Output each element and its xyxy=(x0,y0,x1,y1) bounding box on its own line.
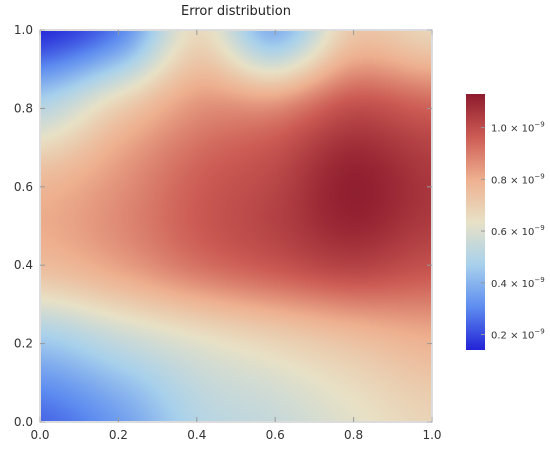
x-tick-label: 0.4 xyxy=(187,428,206,442)
heatmap-surface xyxy=(41,31,431,421)
colorbar-tick-label: 0.4 × 10−9 xyxy=(491,276,545,290)
colorbar-tick-label: 1.0 × 10−9 xyxy=(491,121,545,135)
axis-labels: 0.0 0.2 0.4 0.6 0.8 1.0 0.0 0.2 0.4 0.6 0.8 1.0 xyxy=(14,23,442,442)
colorbar-tick-label: 0.6 × 10−9 xyxy=(491,224,545,238)
plot-frame xyxy=(39,29,433,423)
x-tick-label: 0.2 xyxy=(109,428,128,442)
y-tick-label: 0.2 xyxy=(14,337,33,351)
x-tick-label: 0.6 xyxy=(266,428,285,442)
chart-title: Error distribution xyxy=(181,4,291,19)
x-tick-label: 0.8 xyxy=(344,428,363,442)
x-tick-label: 1.0 xyxy=(422,428,441,442)
y-tick-label: 0.0 xyxy=(14,415,33,429)
y-tick-label: 0.8 xyxy=(14,101,33,115)
colorbar-tick-label: 0.8 × 10−9 xyxy=(491,172,545,186)
x-tick-label: 0.0 xyxy=(30,428,49,442)
colorbar xyxy=(466,94,485,350)
colorbar-tick-label: 0.2 × 10−9 xyxy=(491,327,545,341)
y-tick-label: 0.6 xyxy=(14,180,33,194)
axis-ticks xyxy=(39,29,433,423)
colorbar-ticks: 0.2 × 10−9 0.4 × 10−9 0.6 × 10−9 0.8 × 10−9… xyxy=(481,121,545,341)
y-tick-label: 1.0 xyxy=(14,23,33,37)
y-tick-label: 0.4 xyxy=(14,258,33,272)
